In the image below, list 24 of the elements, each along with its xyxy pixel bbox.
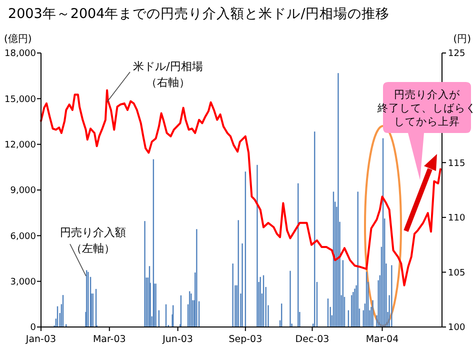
y2-tick-label: 125 — [448, 49, 466, 60]
annotation: 円売り介入が終了して、しばらくしてから上昇 — [376, 88, 473, 128]
series-label: 円売り介入額（左軸） — [60, 226, 126, 255]
x-tick-label: Jan-03 — [24, 334, 56, 345]
y2-tick-label: 115 — [448, 158, 466, 169]
x-tick-label: Jun-03 — [162, 334, 193, 345]
series-label: 米ドル/円相場（右軸） — [133, 60, 203, 89]
x-tick-label: Mar-03 — [92, 334, 126, 345]
x-tick-label: Dec-03 — [295, 334, 330, 345]
y2-axis-title: (円) — [453, 34, 472, 45]
y2-tick-label: 105 — [448, 268, 466, 278]
y-tick-label: 3,000 — [10, 277, 36, 288]
y-tick-label: 9,000 — [10, 186, 36, 196]
y-tick-label: 6,000 — [10, 232, 36, 242]
y-tick-label: 12,000 — [4, 140, 36, 150]
y-tick-label: 18,000 — [4, 49, 36, 60]
y2-tick-label: 110 — [448, 214, 466, 224]
y2-tick-label: 100 — [448, 323, 466, 334]
y-axis-title: (億円) — [4, 33, 32, 45]
y-tick-label: 0 — [30, 323, 36, 334]
x-tick-label: Sep-03 — [228, 334, 262, 345]
x-tick-label: Mar-04 — [366, 334, 399, 345]
chart-title: 2003年～2004年までの円売り介入額と米ドル/円相場の推移 — [8, 6, 390, 22]
y-tick-label: 15,000 — [4, 94, 36, 105]
